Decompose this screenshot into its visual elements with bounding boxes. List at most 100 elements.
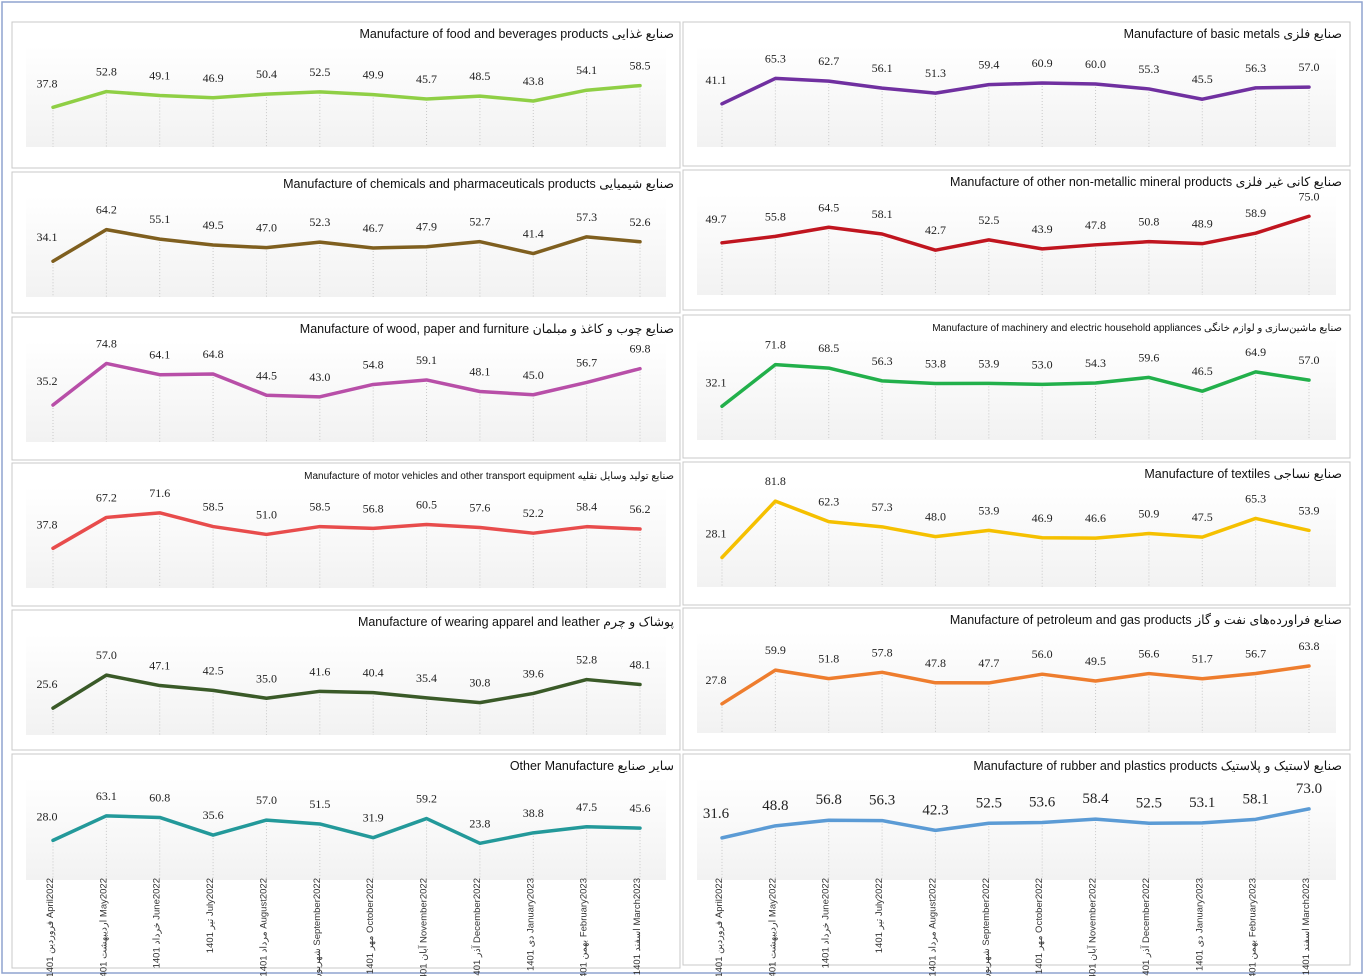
- value-label: 44.5: [256, 368, 277, 382]
- value-label: 52.5: [978, 213, 999, 227]
- value-label: 52.8: [96, 65, 117, 79]
- plot-area: [697, 46, 1336, 147]
- value-label: 38.8: [523, 806, 544, 820]
- series-line: [51, 83, 642, 110]
- value-label: 47.5: [1192, 510, 1213, 524]
- value-label: 57.0: [1299, 353, 1320, 367]
- value-label: 37.8: [37, 517, 58, 531]
- value-label: 62.3: [818, 495, 839, 509]
- x-tick-label: آذر 1401 December2022: [1139, 878, 1152, 976]
- value-label: 42.3: [922, 802, 948, 818]
- value-label: 64.9: [1245, 345, 1266, 359]
- value-label: 64.1: [149, 348, 170, 362]
- value-label: 51.8: [818, 652, 839, 666]
- x-tick-label: اسفند 1401 March2023: [1301, 878, 1312, 975]
- value-label: 56.1: [872, 61, 893, 75]
- plot-area: [26, 634, 666, 735]
- value-label: 42.5: [203, 663, 224, 677]
- value-label: 54.8: [363, 357, 384, 371]
- value-label: 31.6: [703, 806, 730, 822]
- value-label: 53.9: [1299, 503, 1320, 517]
- value-label: 53.0: [1032, 357, 1053, 371]
- series-line: [720, 807, 1311, 840]
- value-label: 35.4: [416, 671, 437, 685]
- value-label: 49.9: [363, 68, 384, 82]
- value-label: 50.9: [1138, 507, 1159, 521]
- x-tick-label: تیر 1401 July2022: [205, 878, 216, 953]
- x-tick-label: فروردین 1401 April2022: [45, 878, 56, 976]
- value-label: 54.3: [1085, 356, 1106, 370]
- value-label: 31.9: [363, 811, 384, 825]
- value-label: 40.4: [363, 666, 384, 680]
- value-label: 48.9: [1192, 217, 1213, 231]
- x-tick-label: اردیبهشت 1401 May2022: [98, 878, 109, 976]
- value-label: 52.6: [630, 215, 651, 229]
- value-label: 50.8: [1138, 215, 1159, 229]
- value-label: 48.5: [469, 69, 490, 83]
- value-label: 41.4: [523, 227, 544, 241]
- value-label: 49.7: [706, 212, 727, 226]
- value-label: 51.7: [1192, 652, 1213, 666]
- value-label: 60.5: [416, 497, 437, 511]
- plot-area: [26, 487, 666, 588]
- chart-title: Other Manufacture سایر صنایع: [510, 759, 674, 774]
- value-label: 28.0: [37, 809, 58, 823]
- x-tick-label: آذر 1401 December2022: [470, 878, 483, 976]
- value-label: 52.5: [976, 795, 1002, 811]
- value-label: 57.0: [256, 793, 277, 807]
- value-label: 56.2: [630, 502, 651, 516]
- value-label: 47.8: [1085, 218, 1106, 232]
- x-tick-label: مرداد 1401 August2022: [927, 878, 938, 976]
- value-label: 47.7: [978, 656, 999, 670]
- value-label: 53.9: [978, 356, 999, 370]
- series-line: [720, 214, 1311, 252]
- value-label: 35.0: [256, 671, 277, 685]
- series-line: [51, 227, 642, 263]
- series-line: [51, 814, 642, 846]
- value-label: 52.5: [309, 65, 330, 79]
- plot-area: [697, 486, 1336, 587]
- plot-area: [697, 632, 1336, 733]
- value-label: 57.6: [469, 501, 490, 515]
- value-label: 46.5: [1192, 364, 1213, 378]
- value-label: 55.1: [149, 212, 170, 226]
- chart-title: Manufacture of food and beverages produc…: [359, 27, 674, 42]
- value-label: 62.7: [818, 54, 839, 68]
- value-label: 56.6: [1138, 647, 1159, 661]
- value-label: 32.1: [706, 375, 727, 389]
- value-label: 52.5: [1136, 795, 1162, 811]
- value-label: 43.9: [1032, 222, 1053, 236]
- plot-area: [697, 339, 1336, 440]
- plot-area: [697, 778, 1336, 880]
- x-tick-label: تیر 1401 July2022: [874, 878, 885, 953]
- value-label: 73.0: [1296, 781, 1322, 797]
- value-label: 52.7: [469, 215, 490, 229]
- value-label: 45.7: [416, 72, 437, 86]
- value-label: 58.5: [309, 500, 330, 514]
- value-label: 25.6: [37, 677, 58, 691]
- value-label: 56.3: [869, 793, 895, 809]
- value-label: 52.8: [576, 653, 597, 667]
- x-tick-label: مهر 1401 October2022: [1034, 878, 1045, 974]
- chart-title: Manufacture of other non-metallic minera…: [950, 175, 1342, 190]
- value-label: 60.0: [1085, 57, 1106, 71]
- value-label: 51.3: [925, 66, 946, 80]
- value-label: 57.0: [1299, 60, 1320, 74]
- series-line: [720, 664, 1311, 706]
- x-tick-label: اسفند 1401 March2023: [632, 878, 643, 975]
- x-tick-label: خرداد 1401 June2022: [821, 878, 832, 968]
- value-label: 58.4: [576, 500, 597, 514]
- x-tick-label: مهر 1401 October2022: [365, 878, 376, 974]
- value-label: 74.8: [96, 336, 117, 350]
- value-label: 59.6: [1138, 350, 1159, 364]
- chart-title: Manufacture of chemicals and pharmaceuti…: [283, 177, 674, 192]
- value-label: 41.6: [309, 664, 330, 678]
- x-tick-label: آبان 1401 November2022: [1086, 878, 1099, 976]
- value-label: 52.2: [523, 506, 544, 520]
- value-label: 42.7: [925, 223, 946, 237]
- value-label: 60.8: [149, 790, 170, 804]
- value-label: 35.6: [203, 808, 224, 822]
- value-label: 56.8: [363, 501, 384, 515]
- value-label: 49.5: [203, 218, 224, 232]
